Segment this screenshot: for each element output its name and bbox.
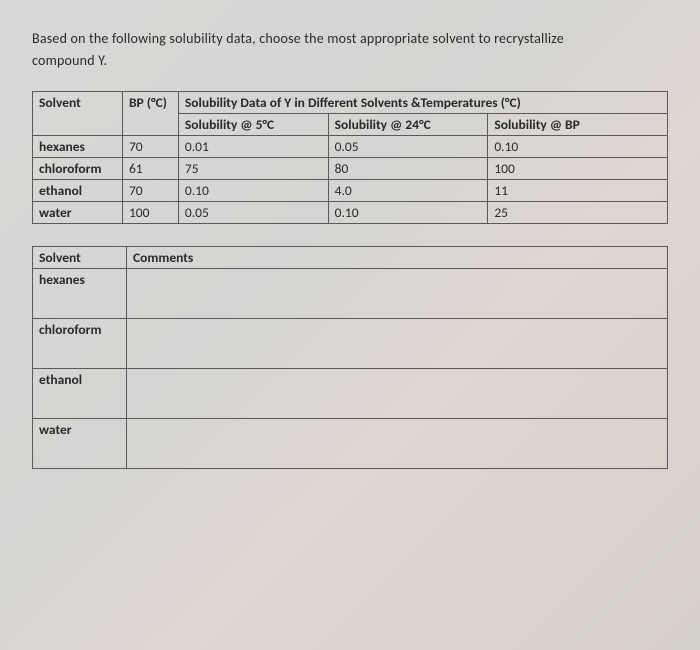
cell-solvent: chloroform xyxy=(33,318,127,368)
comments-row: hexanes xyxy=(33,268,668,318)
cell-comments[interactable] xyxy=(126,268,667,318)
col-header-s24: Solubility @ 24°C xyxy=(328,113,488,135)
cell-s24: 0.05 xyxy=(328,135,488,157)
cell-solvent: water xyxy=(33,201,123,223)
cell-s5: 75 xyxy=(178,157,328,179)
comments-header-row: Solvent Comments xyxy=(33,246,668,268)
question-line-2: compound Y. xyxy=(32,52,107,69)
cell-solvent: water xyxy=(33,418,127,468)
cell-s24: 4.0 xyxy=(328,179,488,201)
comments-row: ethanol xyxy=(33,368,668,418)
table-row: chloroform 61 75 80 100 xyxy=(33,157,668,179)
table-row: hexanes 70 0.01 0.05 0.10 xyxy=(33,135,668,157)
cell-sbp: 25 xyxy=(488,201,668,223)
cell-s24: 0.10 xyxy=(328,201,488,223)
cell-solvent: ethanol xyxy=(33,368,127,418)
col-header-solvent: Solvent xyxy=(33,246,127,268)
solubility-data-table: Solvent BP (°C) Solubility Data of Y in … xyxy=(32,91,668,224)
cell-comments[interactable] xyxy=(126,318,667,368)
cell-sbp: 0.10 xyxy=(488,135,668,157)
cell-bp: 70 xyxy=(122,135,178,157)
col-header-span: Solubility Data of Y in Different Solven… xyxy=(178,91,667,113)
cell-bp: 61 xyxy=(122,157,178,179)
cell-sbp: 11 xyxy=(488,179,668,201)
cell-s5: 0.05 xyxy=(178,201,328,223)
col-header-s5: Solubility @ 5°C xyxy=(178,113,328,135)
table-row: ethanol 70 0.10 4.0 11 xyxy=(33,179,668,201)
cell-solvent: hexanes xyxy=(33,268,127,318)
cell-bp: 100 xyxy=(122,201,178,223)
cell-solvent: chloroform xyxy=(33,157,123,179)
question-text: Based on the following solubility data, … xyxy=(32,28,668,73)
comments-row: chloroform xyxy=(33,318,668,368)
question-line-1: Based on the following solubility data, … xyxy=(32,30,564,47)
col-header-sbp: Solubility @ BP xyxy=(488,113,668,135)
comments-row: water xyxy=(33,418,668,468)
table-header-row-1: Solvent BP (°C) Solubility Data of Y in … xyxy=(33,91,668,113)
col-header-bp: BP (°C) xyxy=(122,91,178,135)
cell-sbp: 100 xyxy=(488,157,668,179)
cell-s24: 80 xyxy=(328,157,488,179)
cell-solvent: ethanol xyxy=(33,179,123,201)
cell-s5: 0.01 xyxy=(178,135,328,157)
cell-bp: 70 xyxy=(122,179,178,201)
col-header-solvent: Solvent xyxy=(33,91,123,135)
comments-table: Solvent Comments hexanes chloroform etha… xyxy=(32,246,668,469)
cell-comments[interactable] xyxy=(126,368,667,418)
col-header-comments: Comments xyxy=(126,246,667,268)
cell-comments[interactable] xyxy=(126,418,667,468)
cell-solvent: hexanes xyxy=(33,135,123,157)
table-row: water 100 0.05 0.10 25 xyxy=(33,201,668,223)
cell-s5: 0.10 xyxy=(178,179,328,201)
